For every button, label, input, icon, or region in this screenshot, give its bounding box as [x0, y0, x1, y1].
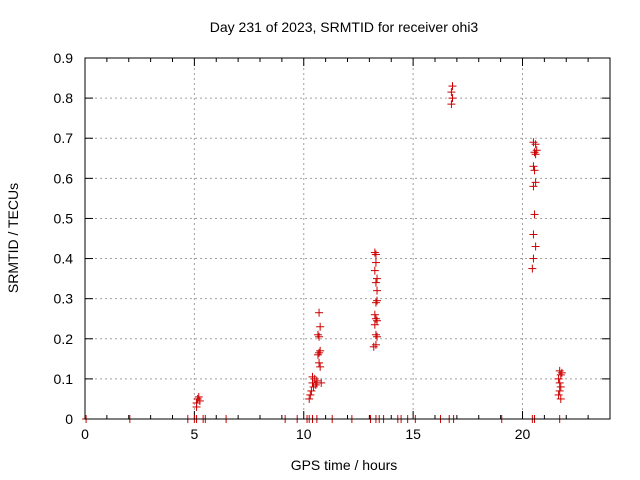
data-point: [315, 348, 324, 357]
y-tick-label: 0.1: [54, 371, 74, 387]
x-tick-label: 0: [81, 426, 89, 442]
data-point: [313, 330, 322, 339]
data-point: [316, 346, 325, 355]
data-point: [316, 322, 325, 331]
y-tick-label: 0: [65, 411, 73, 427]
data-point: [312, 376, 321, 385]
data-point: [532, 146, 541, 155]
data-point: [529, 162, 538, 171]
data-point: [370, 310, 379, 319]
data-point: [448, 82, 457, 91]
data-point: [311, 380, 320, 389]
data-point: [317, 378, 326, 387]
x-axis-label: GPS time / hours: [291, 457, 398, 473]
y-tick-label: 0.9: [54, 50, 74, 66]
data-point: [194, 392, 203, 401]
plot-frame: [84, 57, 611, 420]
data-point: [373, 296, 382, 305]
data-point: [371, 330, 380, 339]
data-point: [554, 374, 563, 383]
data-point: [315, 308, 324, 317]
y-tick-label: 0.7: [54, 130, 74, 146]
data-point: [556, 370, 565, 379]
data-point: [529, 254, 538, 263]
data-point: [556, 382, 565, 391]
data-point: [373, 286, 382, 295]
data-point: [195, 396, 204, 405]
grid-lines: [85, 58, 610, 419]
x-tick-label: 5: [190, 426, 198, 442]
data-point: [528, 264, 537, 273]
data-point: [306, 390, 315, 399]
x-tick-label: 20: [515, 426, 531, 442]
data-point: [557, 368, 566, 377]
data-point: [371, 340, 380, 349]
data-point: [373, 332, 382, 341]
data-point: [531, 178, 540, 187]
data-point: [530, 210, 539, 219]
y-tick-label: 0.4: [54, 251, 74, 267]
data-point: [529, 182, 538, 191]
data-point: [371, 314, 380, 323]
data-point: [447, 100, 456, 109]
y-tick-label: 0.5: [54, 210, 74, 226]
chart-title: Day 231 of 2023, SRMTID for receiver ohi…: [210, 19, 479, 35]
data-point: [530, 166, 539, 175]
data-point: [554, 390, 563, 399]
x-tick-label: 15: [405, 426, 421, 442]
data-point: [373, 316, 382, 325]
data-point: [371, 298, 380, 307]
y-axis-label: SRMTID / TECUs: [5, 183, 21, 293]
y-tick-label: 0.8: [54, 90, 74, 106]
data-point: [448, 94, 457, 103]
y-tick-label: 0.6: [54, 170, 74, 186]
data-point: [192, 402, 201, 411]
data-point: [305, 394, 314, 403]
data-point: [447, 88, 456, 97]
axis-ticks: 0 0.1 0.2 0.3 0.4 0.5 0.6 0.7 0.8 0.9 0 5 10 15 20: [54, 50, 610, 442]
data-point: [370, 320, 379, 329]
data-point: [555, 378, 564, 387]
data-point: [313, 350, 322, 359]
data-point: [556, 394, 565, 403]
y-tick-label: 0.2: [54, 331, 74, 347]
data-point: [370, 266, 379, 275]
data-point: [371, 278, 380, 287]
data-point: [371, 250, 380, 259]
data-point: [370, 248, 379, 257]
data-point: [307, 386, 316, 395]
data-point: [316, 362, 325, 371]
data-point: [373, 274, 382, 283]
data-point: [529, 138, 538, 147]
x-tick-label: 10: [296, 426, 312, 442]
data-point: [555, 386, 564, 395]
data-point: [371, 258, 380, 267]
data-point: [308, 372, 317, 381]
data-point: [531, 242, 540, 251]
data-point: [531, 150, 540, 159]
y-tick-label: 0.3: [54, 291, 74, 307]
data-point: [315, 332, 324, 341]
data-point: [529, 230, 538, 239]
data-point: [315, 358, 324, 367]
